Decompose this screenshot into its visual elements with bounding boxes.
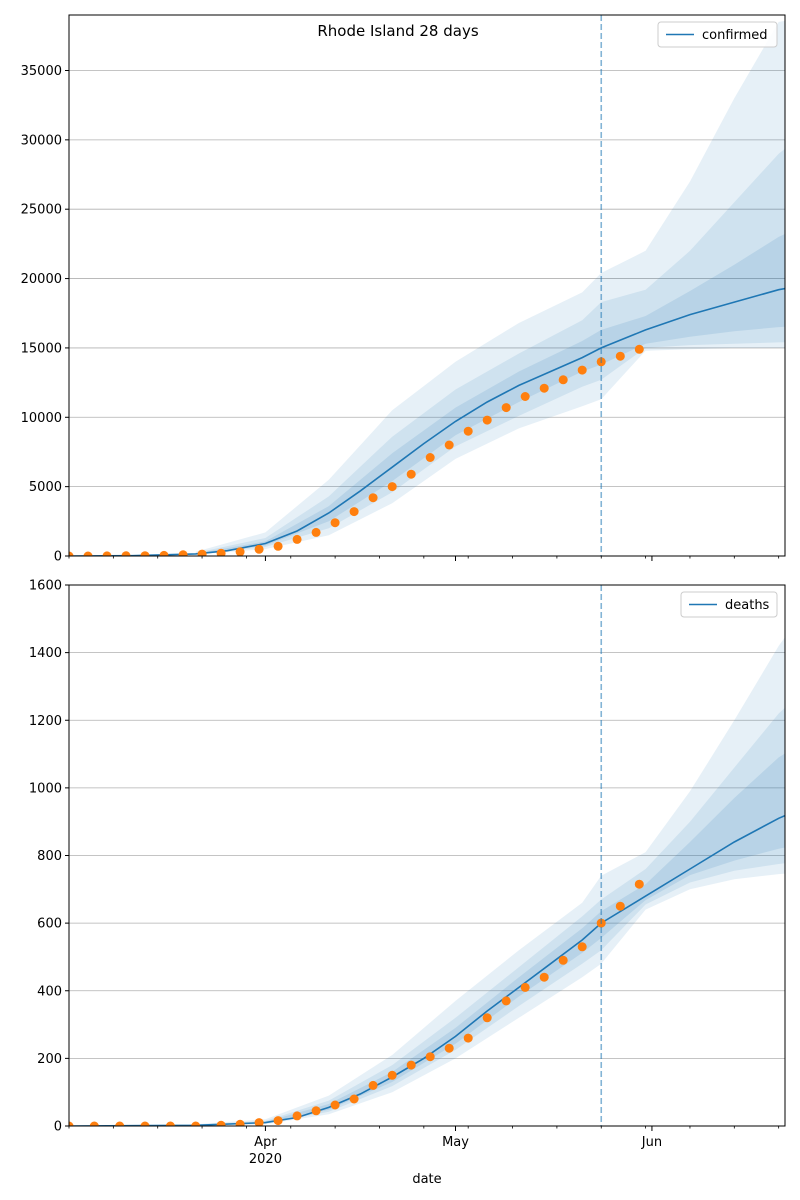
observed-point xyxy=(254,544,264,554)
observed-point xyxy=(89,1121,99,1126)
observed-point xyxy=(140,1121,150,1126)
y-tick-label: 600 xyxy=(37,917,62,932)
x-tick-label: Apr xyxy=(254,1135,277,1150)
deaths-panel: 0 200 400 600 800 1000 1200 1400 1600 Apr 2020 May J… xyxy=(29,579,786,1167)
observed-point xyxy=(634,879,644,889)
observed-point xyxy=(406,469,416,479)
y-tick-label: 400 xyxy=(37,984,62,999)
legend-box xyxy=(680,591,778,618)
observed-point xyxy=(501,403,511,413)
y-tick-label: 30000 xyxy=(21,133,62,148)
observed-point xyxy=(558,955,568,965)
axes-frame xyxy=(68,14,786,557)
observed-point xyxy=(539,972,549,982)
y-tick-label: 200 xyxy=(37,1052,62,1067)
y-tick-label: 0 xyxy=(54,550,62,565)
y-tick-label: 5000 xyxy=(29,480,62,495)
y-tick-label: 25000 xyxy=(21,203,62,218)
observed-point xyxy=(463,1033,473,1043)
y-tick-label: 10000 xyxy=(21,411,62,426)
y-tick-label: 20000 xyxy=(21,272,62,287)
observed-point xyxy=(577,365,587,375)
observed-point xyxy=(235,1119,245,1126)
observed-point xyxy=(482,415,492,425)
observed-point xyxy=(102,551,112,556)
y-tick-label: 15000 xyxy=(21,341,62,356)
observed-point xyxy=(159,550,169,556)
observed-point xyxy=(178,550,188,556)
observed-point xyxy=(520,982,530,992)
observed-point xyxy=(615,351,625,361)
observed-point xyxy=(368,493,378,503)
observed-point xyxy=(463,426,473,436)
observed-point xyxy=(216,1120,226,1126)
observed-point xyxy=(368,1080,378,1090)
uncertainty-band xyxy=(195,637,785,1126)
x-tick-label: May xyxy=(442,1135,469,1150)
confirmed-panel: 0 5000 10000 15000 20000 25000 30000 35000 confi… xyxy=(21,14,786,565)
observed-point xyxy=(140,551,150,556)
plot-area xyxy=(69,637,785,1126)
legend: deaths xyxy=(680,591,778,618)
plot-area xyxy=(69,20,785,556)
y-tick-label: 800 xyxy=(37,849,62,864)
observed-point xyxy=(330,518,340,528)
observed-point xyxy=(197,549,207,556)
observed-point xyxy=(425,453,435,462)
observed-point xyxy=(69,1121,74,1126)
observed-point xyxy=(558,375,568,385)
observed-point xyxy=(406,1060,416,1070)
observed-point xyxy=(444,1043,454,1053)
observed-point xyxy=(330,1100,340,1110)
observed-point xyxy=(349,1094,359,1104)
observed-point xyxy=(273,1116,283,1126)
observed-point xyxy=(539,383,549,393)
legend-box xyxy=(657,21,778,48)
observed-point xyxy=(349,507,359,517)
observed-point xyxy=(115,1121,125,1126)
observed-point xyxy=(191,1121,201,1126)
legend-entry-confirmed: confirmed xyxy=(702,28,768,43)
legend: confirmed xyxy=(657,21,778,48)
observed-point xyxy=(165,1121,175,1126)
uncertainty-band xyxy=(195,233,785,555)
y-tick-label: 1000 xyxy=(29,781,62,796)
observed-point xyxy=(387,1070,397,1080)
observed-point xyxy=(311,527,321,537)
observed-point xyxy=(311,1106,321,1116)
observed-point xyxy=(634,344,644,354)
y-tick-label: 1200 xyxy=(29,714,62,729)
x-tick-label: Jun xyxy=(641,1135,662,1150)
observed-point xyxy=(235,547,245,556)
observed-point xyxy=(254,1118,264,1126)
observed-point xyxy=(425,1052,435,1062)
observed-point xyxy=(444,440,454,450)
observed-point xyxy=(121,551,131,556)
observed-point xyxy=(292,534,302,544)
y-tick-label: 1400 xyxy=(29,646,62,661)
observed-point xyxy=(577,942,587,952)
observed-point xyxy=(482,1013,492,1023)
observed-point xyxy=(69,551,74,556)
y-tick-label: 0 xyxy=(54,1120,62,1135)
observed-point xyxy=(501,996,511,1006)
observed-point xyxy=(292,1111,302,1121)
y-tick-label: 1600 xyxy=(29,579,62,594)
chart-title: Rhode Island 28 days xyxy=(317,22,478,40)
y-tick-label: 35000 xyxy=(21,64,62,79)
observed-point xyxy=(273,541,283,551)
x-axis-label: date xyxy=(412,1172,441,1187)
x-tick-sublabel: 2020 xyxy=(249,1152,282,1167)
observed-point xyxy=(387,482,397,492)
observed-point xyxy=(520,392,530,401)
observed-point xyxy=(615,901,625,911)
legend-entry-deaths: deaths xyxy=(725,598,770,613)
observed-point xyxy=(216,548,226,556)
uncertainty-band xyxy=(195,20,785,555)
observed-point xyxy=(83,551,93,556)
